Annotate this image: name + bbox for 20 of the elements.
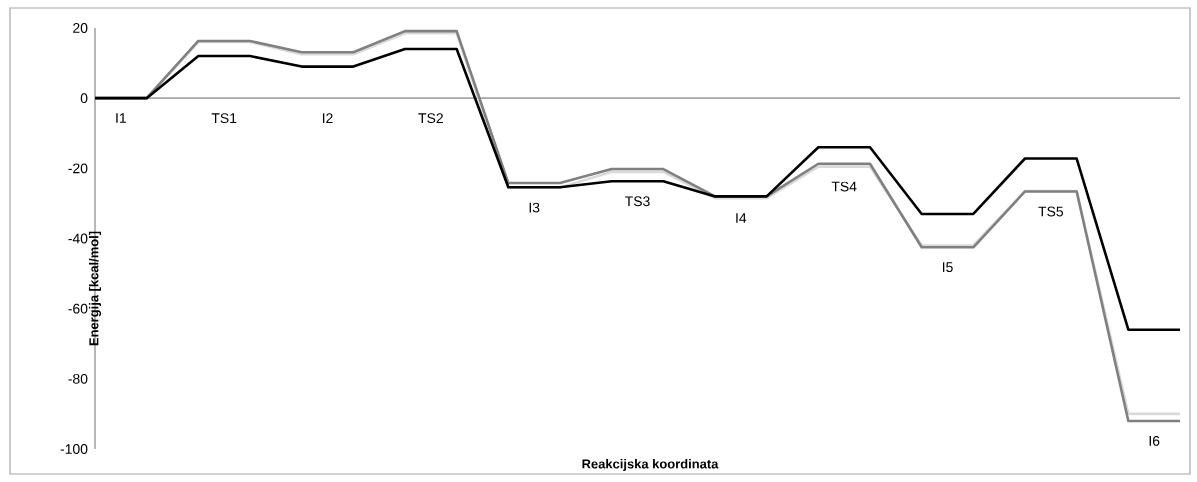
annotation: I2	[322, 113, 333, 123]
annotation: I5	[942, 262, 953, 273]
annotation: TS3	[625, 196, 650, 207]
y-tick-label: -40	[68, 233, 88, 244]
annotation: TS1	[211, 113, 237, 124]
annotation: I3	[529, 202, 540, 213]
annotation: TS4	[831, 181, 857, 192]
y-tick-label: -100	[60, 444, 88, 454]
y-tick-label: 0	[80, 93, 88, 104]
y-tick-label: -80	[68, 373, 88, 384]
y-tick-label: 20	[73, 23, 88, 33]
annotation: TS2	[418, 113, 443, 124]
annotation: I1	[116, 113, 126, 123]
annotation: TS5	[1038, 206, 1064, 217]
y-tick-label: -60	[68, 303, 88, 314]
x-axis-title: Reakcijska koordinata	[582, 458, 719, 472]
y-tick-label: -20	[68, 163, 88, 174]
annotation: I6	[1149, 435, 1160, 446]
annotation: I4	[736, 213, 747, 223]
y-axis-title: Energija [kcal/mol]	[88, 231, 102, 346]
